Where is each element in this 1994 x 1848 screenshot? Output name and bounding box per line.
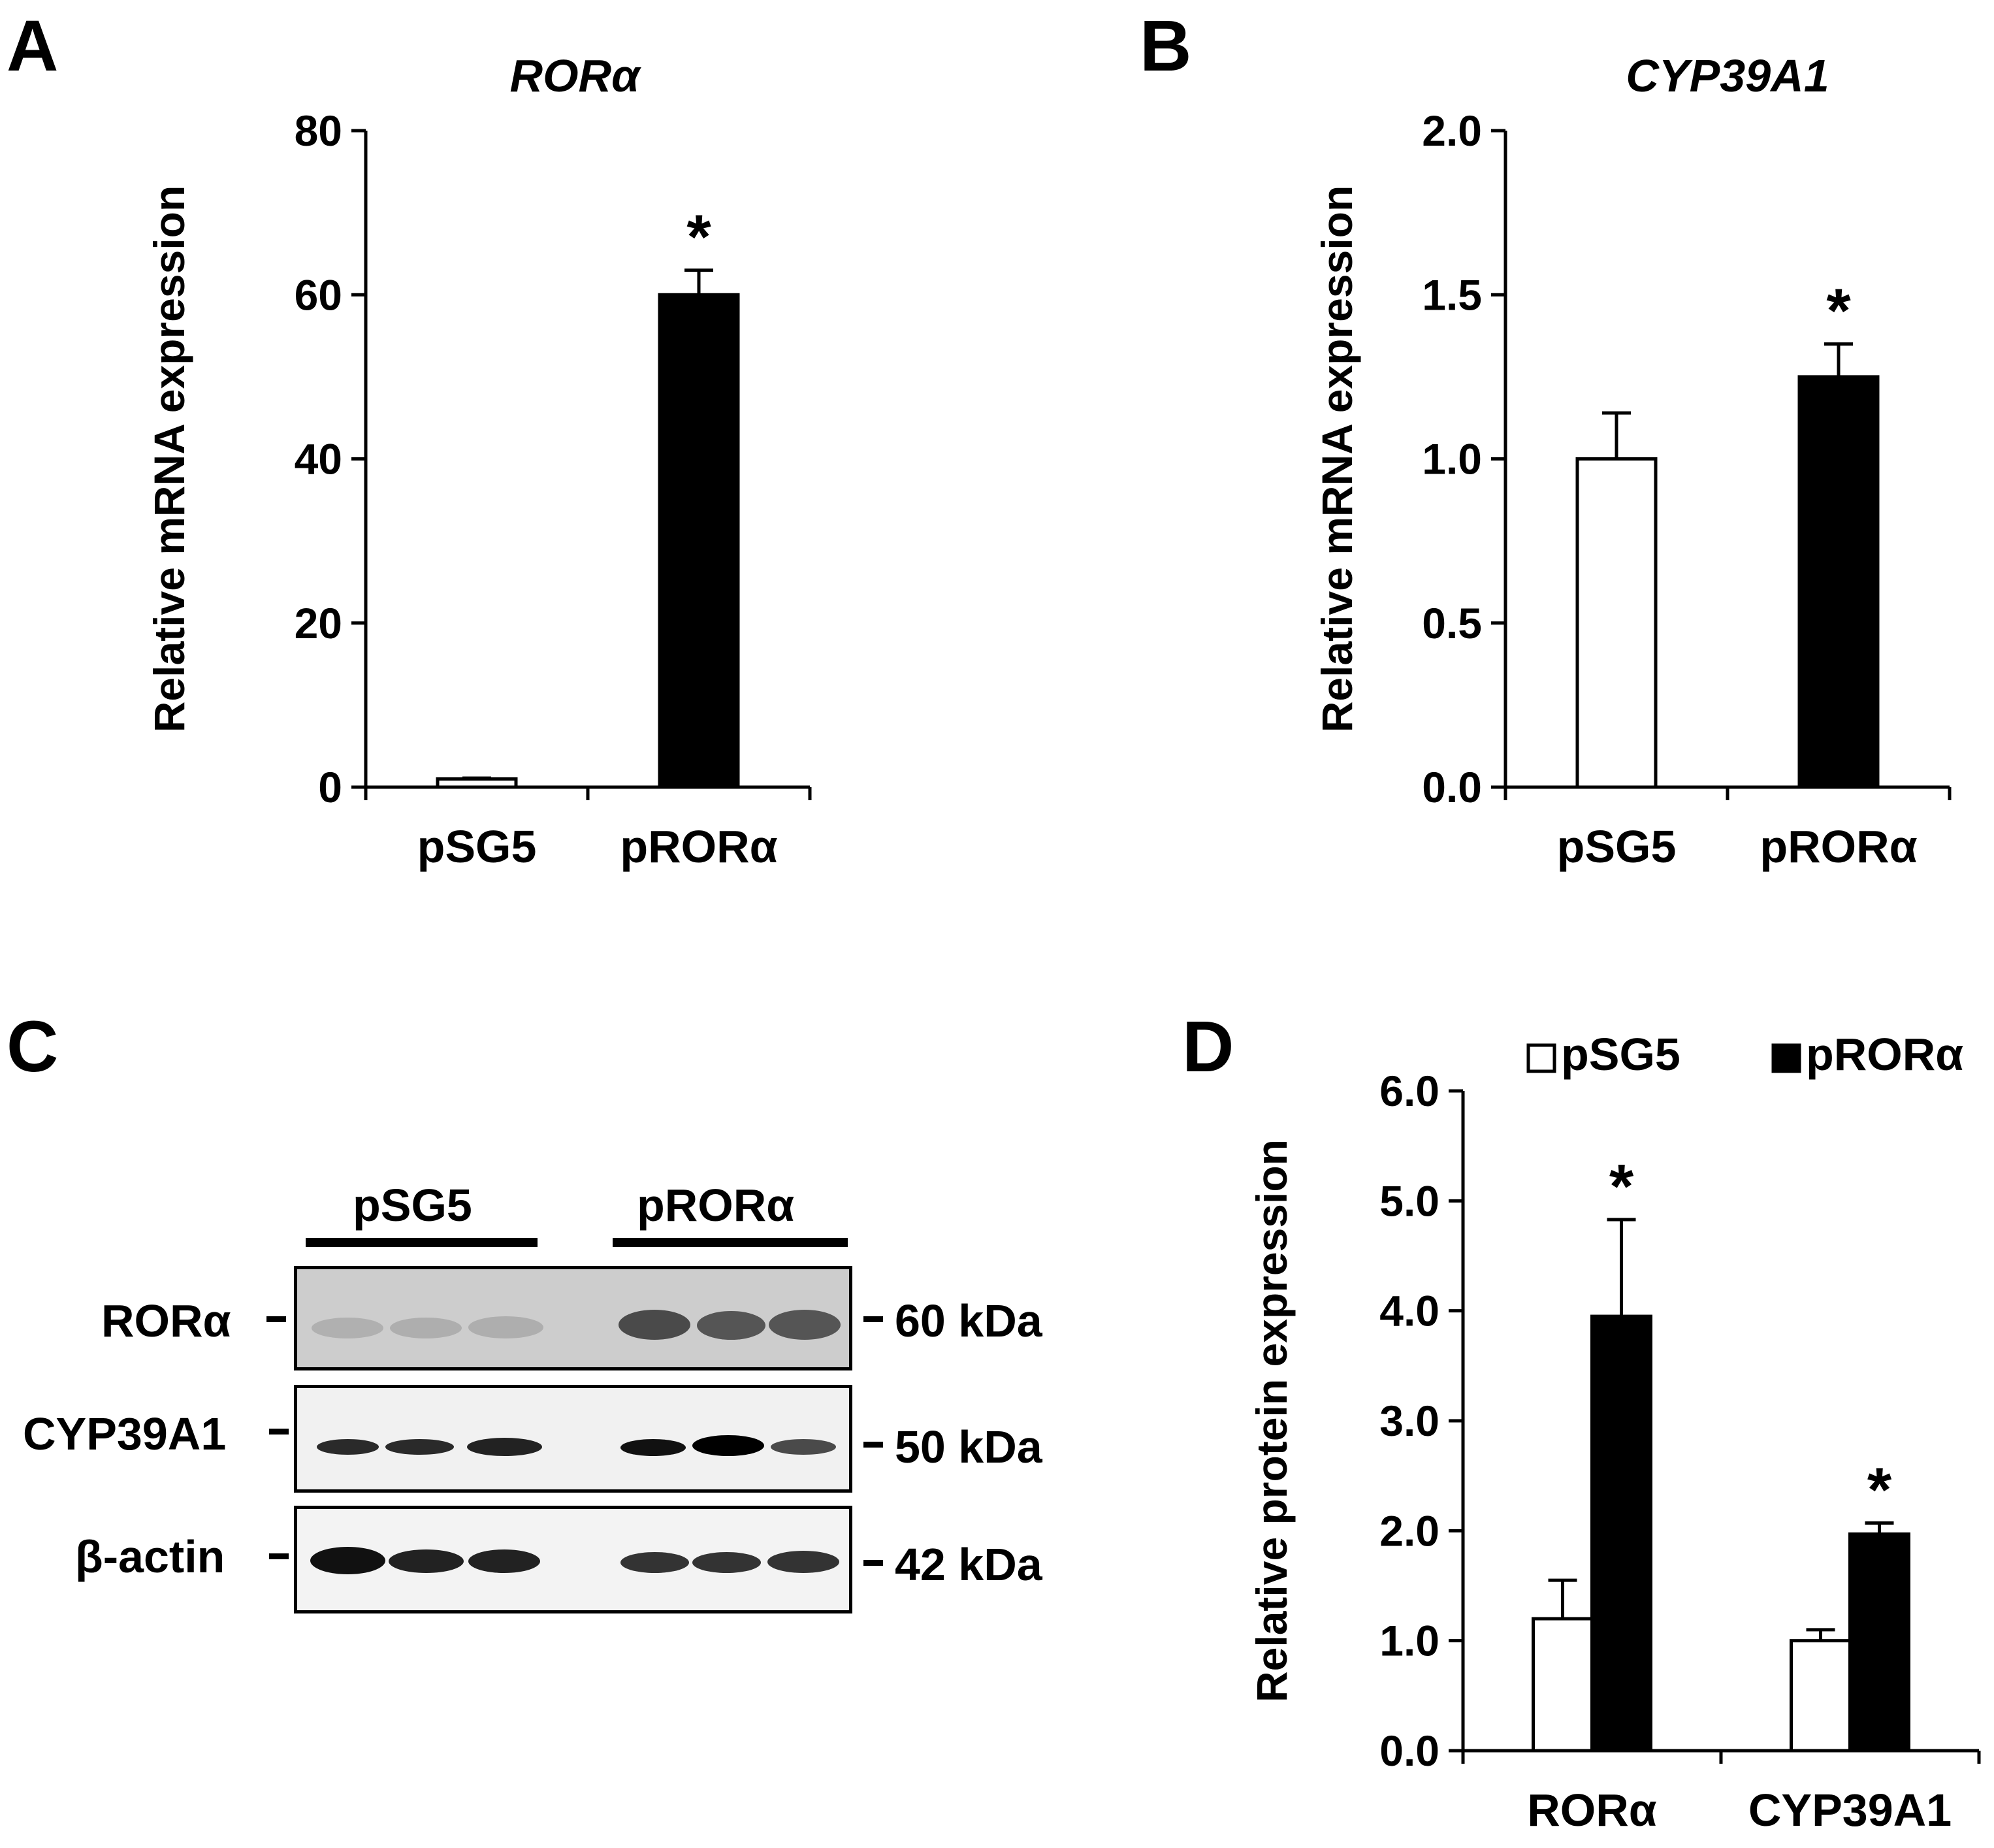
bar xyxy=(1575,457,1658,789)
blot-dash-left-cyp39a1 xyxy=(269,1429,289,1435)
x-tick-label: pRORα xyxy=(620,821,777,872)
y-axis-label: Relative protein expression xyxy=(1247,1139,1296,1702)
y-tick-label: 1.5 xyxy=(1422,270,1482,319)
y-tick-label: 0 xyxy=(318,763,342,811)
chart-d: 0.0 1.0 2.0 3.0 4.0 5.0 6.0 RORα * CYP39A1 * Relati… xyxy=(1247,1029,1981,1836)
panel-label-c: C xyxy=(7,1007,58,1087)
x-tick-label: pSG5 xyxy=(1557,821,1677,872)
band-actin-6 xyxy=(767,1551,839,1573)
blot-size-label-50: 50 kDa xyxy=(895,1421,1042,1472)
x-tick-label: pSG5 xyxy=(417,821,537,872)
band-cyp-6 xyxy=(771,1439,836,1455)
bar xyxy=(658,293,740,789)
x-tick-label: RORα xyxy=(1527,1785,1657,1836)
y-tick-label: 2.0 xyxy=(1379,1506,1439,1555)
blot-row-label-cyp39a1: CYP39A1 xyxy=(23,1408,227,1459)
blot-dash-left-rora xyxy=(266,1316,286,1322)
blot-group-label-psg5: pSG5 xyxy=(353,1180,472,1231)
significance-mark: * xyxy=(1867,1455,1892,1525)
band-rora-3 xyxy=(468,1316,543,1338)
chart-a: 0 20 40 60 80 pSG5 pRORα * RORα Relative mRNA exp… xyxy=(145,50,812,872)
blot-group-bar-psg5 xyxy=(306,1238,538,1247)
y-tick-label: 5.0 xyxy=(1379,1176,1439,1225)
significance-mark: * xyxy=(686,203,711,272)
blot-image-cyp39a1 xyxy=(294,1385,852,1493)
y-tick-label: 2.0 xyxy=(1422,106,1482,155)
blot-size-label-60: 60 kDa xyxy=(895,1295,1042,1346)
significance-mark: * xyxy=(1609,1152,1634,1222)
blot-group-bar-prora xyxy=(613,1238,848,1247)
chart-title: CYP39A1 xyxy=(1626,50,1829,101)
bar xyxy=(1797,375,1880,789)
y-tick-label: 20 xyxy=(295,599,342,647)
band-actin-5 xyxy=(692,1552,761,1573)
y-tick-label: 0.0 xyxy=(1379,1726,1439,1775)
band-actin-3 xyxy=(468,1549,540,1573)
y-tick-label: 6.0 xyxy=(1379,1067,1439,1115)
band-cyp-2 xyxy=(385,1439,454,1455)
band-rora-4 xyxy=(619,1310,690,1340)
y-tick-label: 1.0 xyxy=(1422,435,1482,483)
x-tick-label: pRORα xyxy=(1760,821,1917,872)
legend-swatch xyxy=(1526,1043,1556,1073)
panel-label-d: D xyxy=(1182,1007,1234,1087)
y-tick-label: 60 xyxy=(295,270,342,319)
significance-mark: * xyxy=(1826,276,1851,346)
y-tick-label: 0.5 xyxy=(1422,599,1482,647)
bar xyxy=(1790,1639,1852,1753)
band-rora-1 xyxy=(312,1318,383,1338)
blot-row-label-actin: β-actin xyxy=(75,1531,225,1582)
y-axis-label: Relative mRNA expression xyxy=(145,186,193,733)
bar xyxy=(1590,1314,1652,1753)
chart-title: RORα xyxy=(510,50,642,101)
panel-label-a: A xyxy=(7,6,58,86)
y-tick-label: 80 xyxy=(295,106,342,155)
x-tick-label: CYP39A1 xyxy=(1748,1785,1952,1836)
band-rora-5 xyxy=(697,1311,765,1340)
blot-dash-right-actin xyxy=(863,1560,883,1566)
band-actin-2 xyxy=(389,1549,464,1573)
blot-dash-right-rora xyxy=(863,1316,883,1322)
band-actin-4 xyxy=(620,1552,689,1573)
band-rora-6 xyxy=(769,1310,841,1340)
y-tick-label: 0.0 xyxy=(1422,763,1482,811)
blot-row-label-rora: RORα xyxy=(101,1295,231,1346)
y-tick-label: 3.0 xyxy=(1379,1397,1439,1445)
blot-image-rora xyxy=(294,1266,852,1370)
panel-label-b: B xyxy=(1140,6,1191,86)
bar xyxy=(436,777,518,789)
band-cyp-5 xyxy=(692,1435,764,1456)
y-axis-label: Relative mRNA expression xyxy=(1313,186,1361,733)
band-cyp-4 xyxy=(620,1439,686,1456)
y-tick-label: 4.0 xyxy=(1379,1287,1439,1335)
y-tick-label: 1.0 xyxy=(1379,1617,1439,1665)
band-cyp-3 xyxy=(467,1438,542,1456)
blot-dash-right-cyp39a1 xyxy=(863,1442,883,1448)
blot-dash-left-actin xyxy=(269,1553,289,1559)
band-rora-2 xyxy=(390,1318,462,1338)
chart-b: 0.0 0.5 1.0 1.5 2.0 pSG5 pRORα * CYP39A1 Relative… xyxy=(1313,50,1952,872)
band-cyp-1 xyxy=(317,1439,379,1455)
legend-label: pSG5 xyxy=(1561,1029,1680,1080)
y-tick-label: 40 xyxy=(295,435,342,483)
blot-image-actin xyxy=(294,1506,852,1613)
blot-size-label-42: 42 kDa xyxy=(895,1539,1042,1590)
band-actin-1 xyxy=(310,1547,385,1574)
legend-swatch xyxy=(1771,1043,1801,1073)
blot-group-label-prora: pRORα xyxy=(637,1180,795,1231)
legend-label: pRORα xyxy=(1806,1029,1963,1080)
bar xyxy=(1848,1532,1910,1753)
bar xyxy=(1532,1617,1594,1753)
